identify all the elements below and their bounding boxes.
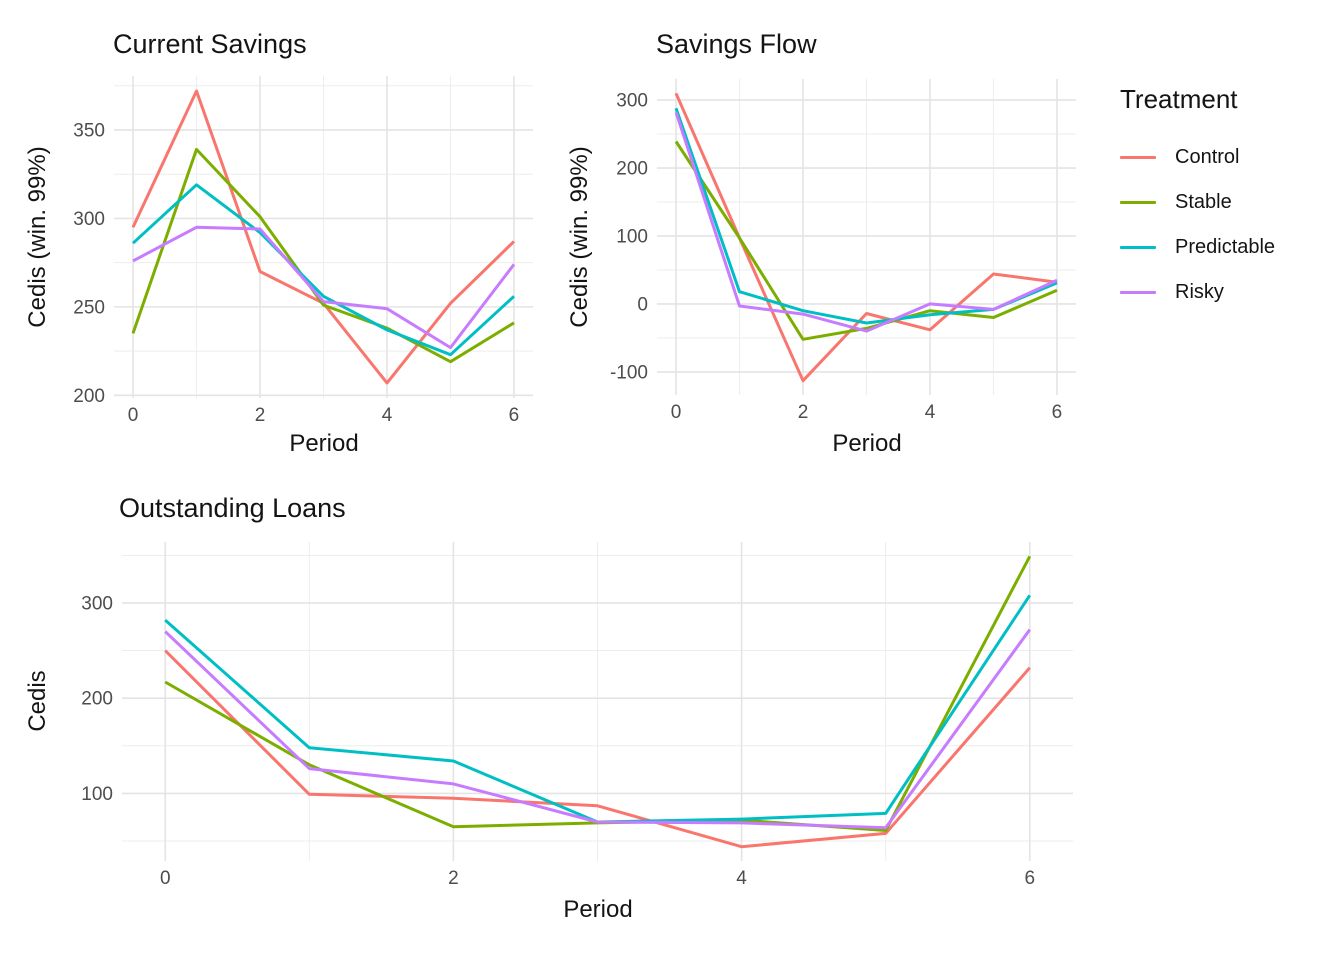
legend-label: Stable xyxy=(1175,191,1232,213)
minor-gridlines xyxy=(122,542,1073,861)
y-tick-label: 200 xyxy=(81,689,113,710)
y-tick-label: -100 xyxy=(610,362,648,383)
major-gridlines xyxy=(122,542,1073,861)
y-tick-label: 200 xyxy=(616,159,648,180)
legend-key-line-predictable xyxy=(1120,245,1156,250)
major-gridlines xyxy=(657,79,1076,395)
y-tick-label: 100 xyxy=(81,784,113,805)
x-axis-title-current-savings: Period xyxy=(289,430,359,457)
chart-title-outstanding-loans: Outstanding Loans xyxy=(119,493,346,523)
chart-panel-outstanding-loans: 100 200 300 0 2 4 6 xyxy=(81,542,1073,889)
y-tick-label: 300 xyxy=(616,91,648,112)
series-line-risky xyxy=(674,111,1058,333)
minor-gridlines xyxy=(657,79,1076,395)
y-axis-title-current-savings: Cedis (win. 99%) xyxy=(24,146,51,328)
x-tick-label: 4 xyxy=(382,405,393,426)
legend-entry-control: Control xyxy=(1120,135,1340,180)
legend-title: Treatment xyxy=(1120,84,1238,114)
x-tick-label: 0 xyxy=(671,402,682,423)
x-axis-title-outstanding-loans: Period xyxy=(563,896,633,923)
legend-label: Risky xyxy=(1175,281,1224,303)
x-tick-label: 6 xyxy=(509,405,520,426)
y-tick-label: 300 xyxy=(81,593,113,614)
legend-key-line-risky xyxy=(1120,290,1156,295)
series-line-risky xyxy=(132,225,516,350)
x-tick-label: 4 xyxy=(925,402,936,423)
legend-label: Control xyxy=(1175,146,1240,168)
y-tick-label: 350 xyxy=(73,120,105,141)
legend-entry-stable: Stable xyxy=(1120,180,1340,225)
legend-key-line-stable xyxy=(1120,200,1156,205)
x-tick-label: 0 xyxy=(160,868,171,889)
x-tick-label: 2 xyxy=(448,868,459,889)
y-tick-label: 300 xyxy=(73,209,105,230)
y-axis-title-outstanding-loans: Cedis xyxy=(24,670,51,732)
axis-tick-labels: 100 200 300 0 2 4 6 xyxy=(81,593,1035,889)
x-tick-label: 6 xyxy=(1052,402,1063,423)
chart-panel-savings-flow: -100 0 100 200 300 0 2 4 6 xyxy=(610,79,1076,423)
axis-tick-labels: -100 0 100 200 300 0 2 4 6 xyxy=(610,91,1062,423)
series-line-predictable xyxy=(131,183,516,357)
y-axis-title-savings-flow: Cedis (win. 99%) xyxy=(566,146,593,328)
legend: Treatment Control Stable Predictable Ris… xyxy=(1120,84,1340,315)
legend-entry-predictable: Predictable xyxy=(1120,225,1340,270)
chart-panel-current-savings: 200 250 300 350 0 2 4 6 xyxy=(73,76,533,426)
series-line-control xyxy=(164,649,1031,849)
chart-title-savings-flow: Savings Flow xyxy=(656,29,817,59)
chart-title-current-savings: Current Savings xyxy=(113,29,307,59)
series-line-risky xyxy=(164,628,1032,830)
x-tick-label: 6 xyxy=(1024,868,1035,889)
x-tick-label: 2 xyxy=(798,402,809,423)
major-gridlines xyxy=(114,76,533,398)
x-tick-label: 0 xyxy=(128,405,139,426)
legend-label: Predictable xyxy=(1175,236,1276,258)
y-tick-label: 100 xyxy=(616,226,648,247)
series-line-stable xyxy=(131,147,515,364)
x-axis-title-savings-flow: Period xyxy=(832,430,902,457)
x-tick-label: 4 xyxy=(736,868,747,889)
axis-tick-labels: 200 250 300 350 0 2 4 6 xyxy=(73,120,519,426)
y-tick-label: 200 xyxy=(73,386,105,407)
legend-entry-risky: Risky xyxy=(1120,270,1340,315)
y-tick-label: 0 xyxy=(637,294,648,315)
series-line-stable xyxy=(674,140,1058,341)
legend-key-line-control xyxy=(1120,155,1156,160)
x-tick-label: 2 xyxy=(255,405,266,426)
y-tick-label: 250 xyxy=(73,297,105,318)
